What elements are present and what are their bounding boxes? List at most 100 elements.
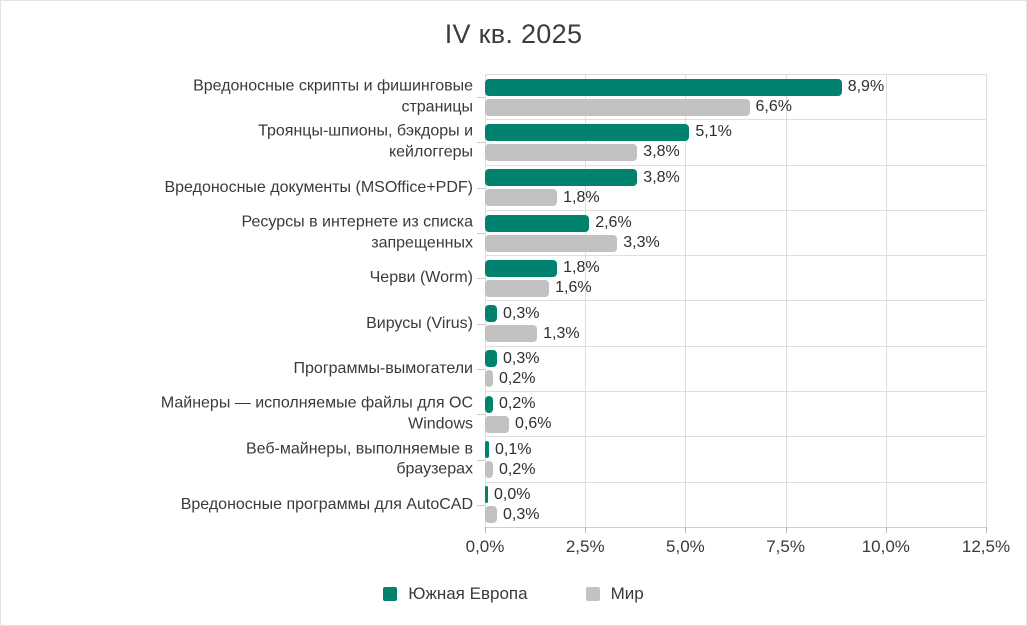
bar-world[interactable] [485, 279, 550, 297]
bar-south-europe[interactable] [485, 259, 558, 277]
bar-line: 8,9% [485, 78, 986, 96]
bar-line: 0,3% [485, 349, 986, 368]
bar-south-europe[interactable] [485, 78, 842, 96]
category-axis-tick [477, 187, 485, 189]
bar-line: 0,1% [485, 440, 986, 459]
x-axis-tick [785, 527, 787, 533]
bar-value-label: 5,1% [695, 123, 732, 141]
legend: Южная Европа Мир [1, 584, 1026, 604]
x-axis-label: 5,0% [666, 537, 705, 556]
bar-line: 2,6% [485, 214, 986, 232]
bar-line: 5,1% [485, 123, 986, 141]
category-label: Вредоносные скрипты и фишинговые страниц… [193, 77, 473, 116]
x-axis-tick [485, 527, 486, 533]
category-axis-tick [477, 459, 485, 461]
bar-world[interactable] [485, 189, 558, 207]
category-label: Троянцы-шпионы, бэкдоры и кейлоггеры [258, 122, 473, 161]
bar-south-europe[interactable] [485, 123, 690, 141]
bar-group: Вредоносные программы для AutoCAD 0,0% 0,3… [181, 481, 986, 527]
bar-value-label: 1,3% [543, 324, 580, 342]
bar-value-label: 0,0% [494, 485, 531, 503]
bar-world[interactable] [485, 98, 750, 116]
bar-world[interactable] [485, 143, 638, 161]
bar-line: 0,3% [485, 304, 986, 323]
bar-line: 0,6% [485, 415, 986, 433]
x-axis-label: 7,5% [766, 537, 805, 556]
bar-south-europe[interactable] [485, 441, 489, 459]
bar-value-label: 6,6% [755, 98, 792, 116]
category-label: Черви (Worm) [369, 269, 473, 287]
bar-world[interactable] [485, 370, 494, 388]
gridline-vertical [986, 74, 987, 527]
bar-value-label: 1,8% [563, 259, 600, 277]
bar-value-label: 0,3% [503, 349, 540, 367]
plot-area: Вредоносные скрипты и фишинговые страниц… [161, 74, 987, 533]
bar-world[interactable] [485, 234, 618, 252]
bar-line: 3,3% [485, 234, 986, 252]
x-axis-tick [986, 527, 987, 533]
bar-world[interactable] [485, 506, 498, 524]
x-axis-tick [585, 527, 587, 533]
bar-world[interactable] [485, 415, 510, 433]
category-label: Майнеры — исполняемые файлы для ОС Windo… [160, 394, 473, 433]
bar-value-label: 0,3% [503, 304, 540, 322]
x-axis-label: 0,0% [465, 537, 505, 556]
legend-swatch [585, 587, 600, 601]
category-axis-tick [477, 504, 485, 506]
legend-item-south-europe[interactable]: Южная Европа [383, 584, 528, 604]
bar-south-europe[interactable] [485, 486, 488, 504]
bar-line: 0,2% [485, 370, 986, 388]
bar-value-label: 3,8% [643, 168, 680, 186]
bar-value-label: 0,1% [495, 440, 532, 458]
bar-group: Вредоносные скрипты и фишинговые страниц… [193, 74, 986, 119]
bar-line: 3,8% [485, 143, 986, 161]
bar-value-label: 3,8% [643, 143, 680, 161]
category-label: Вирусы (Virus) [366, 314, 473, 332]
category-label: Вредоносные программы для AutoCAD [180, 495, 473, 513]
bar-group: Ресурсы в интернете из списка запрещенны… [242, 209, 986, 255]
bar-value-label: 1,8% [563, 188, 600, 206]
legend-swatch [383, 587, 398, 601]
category-label: Программы-вымогатели [293, 359, 473, 377]
bar-line: 0,0% [485, 485, 986, 504]
bar-group: Веб-майнеры, выполняемые в браузерах 0,1%… [246, 436, 986, 481]
x-axis-label: 10,0% [861, 537, 910, 556]
x-axis-label: 12,5% [961, 537, 1011, 556]
bar-line: 1,8% [485, 188, 986, 207]
bar-value-label: 0,6% [515, 415, 552, 433]
bar-group: Вредоносные документы (MSOffice+PDF) 3,8%… [164, 164, 986, 210]
bar-chart: Вредоносные скрипты и фишинговые страниц… [161, 74, 1010, 562]
bar-south-europe[interactable] [485, 305, 498, 323]
bar-south-europe[interactable] [485, 395, 494, 413]
legend-label: Южная Европа [408, 584, 528, 603]
bar-south-europe[interactable] [485, 214, 590, 232]
bar-world[interactable] [485, 325, 538, 343]
bar-line: 0,2% [485, 395, 986, 413]
category-label: Веб-майнеры, выполняемые в браузерах [245, 440, 473, 478]
bar-line: 3,8% [485, 168, 986, 187]
category-axis-tick [477, 233, 485, 235]
bar-value-label: 1,6% [555, 279, 592, 297]
category-axis-tick [477, 414, 485, 416]
bar-line: 1,3% [485, 324, 986, 343]
bar-value-label: 2,6% [595, 214, 632, 232]
bar-group: Черви (Worm) 1,8% 1,6% [370, 255, 986, 300]
category-label: Ресурсы в интернете из списка запрещенны… [241, 213, 473, 252]
bar-south-europe[interactable] [485, 169, 638, 187]
bar-line: 6,6% [485, 98, 986, 116]
bar-value-label: 0,3% [503, 505, 540, 523]
bar-group: Майнеры — исполняемые файлы для ОС Windo… [161, 391, 986, 436]
category-axis-tick [477, 323, 485, 325]
category-axis-tick [477, 368, 485, 370]
x-axis: 0,0% 2,5% 5,0% 7,5% 10,0% 12,5% [466, 528, 1010, 562]
x-axis-tick [685, 527, 687, 533]
bar-group: Троянцы-шпионы, бэкдоры и кейлоггеры 5,1%… [258, 119, 986, 164]
legend-item-world[interactable]: Мир [585, 584, 644, 604]
x-axis-tick [885, 527, 887, 533]
bar-world[interactable] [485, 461, 494, 479]
chart-title: IV кв. 2025 [444, 19, 583, 49]
bar-south-europe[interactable] [485, 350, 498, 368]
bar-group: Программы-вымогатели 0,3% 0,2% [294, 345, 986, 391]
bar-line: 0,2% [485, 461, 986, 479]
